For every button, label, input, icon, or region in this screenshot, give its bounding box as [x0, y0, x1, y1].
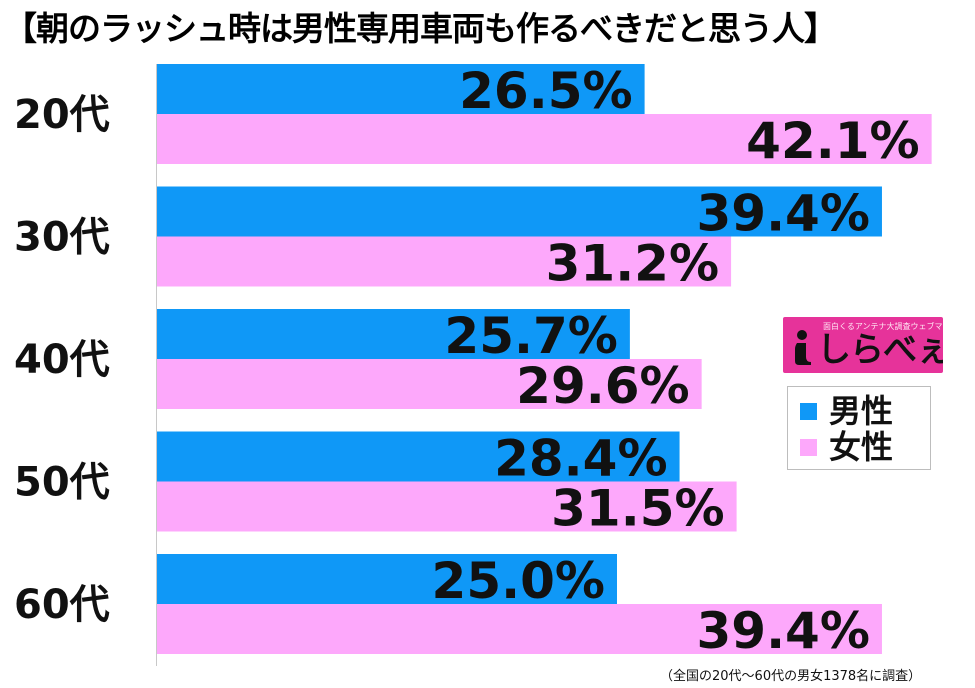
category-labels: 20代 30代 40代 50代 60代: [14, 92, 110, 628]
data-label: 42.1%: [746, 112, 919, 170]
logo-tagline: 面白くるアンテナ大調査ウェブマガジン: [823, 322, 943, 331]
legend-label-female: 女性: [829, 428, 894, 466]
data-label: 39.4%: [696, 185, 869, 243]
legend-item-female: 女性: [800, 429, 893, 465]
bar-female: [157, 604, 882, 654]
bar-female: [157, 114, 932, 164]
legend-label-male: 男性: [829, 392, 894, 430]
footnote: （全国の20代～60代の男女1378名に調査）: [660, 669, 922, 684]
data-label: 29.6%: [516, 357, 689, 415]
legend: 男性 女性: [787, 386, 931, 470]
data-label: 28.4%: [494, 430, 667, 488]
category-label: 20代: [14, 92, 110, 138]
legend-swatch-female: [800, 438, 817, 456]
chart-title: 【朝のラッシュ時は男性専用車両も作るべきだと思う人】: [4, 9, 837, 48]
bar-female: [157, 359, 702, 409]
bar-male: [157, 554, 617, 604]
value-labels: 26.5%42.1%39.4%31.2%25.7%29.6%28.4%31.5%…: [432, 62, 920, 660]
bar-male: [157, 64, 645, 114]
bar-male: [157, 431, 680, 482]
bars-layer: [157, 64, 932, 654]
info-i-icon: [795, 330, 811, 365]
category-label: 40代: [14, 337, 110, 383]
legend-swatch-male: [800, 402, 817, 420]
bar-female: [157, 236, 732, 287]
shirabee-logo: 面白くるアンテナ大調査ウェブマガジン しらべぇ: [783, 317, 943, 373]
bar-female: [157, 481, 737, 532]
data-label: 25.0%: [432, 552, 605, 610]
data-label: 25.7%: [444, 307, 617, 365]
data-label: 39.4%: [696, 602, 869, 660]
data-label: 31.2%: [546, 235, 719, 293]
data-label: 26.5%: [459, 62, 632, 120]
legend-item-male: 男性: [800, 393, 893, 429]
category-label: 50代: [14, 460, 110, 506]
category-label: 60代: [14, 582, 110, 628]
logo-wordmark: しらべぇ: [817, 330, 943, 370]
category-label: 30代: [14, 215, 110, 261]
data-label: 31.5%: [551, 480, 724, 538]
bar-male: [157, 186, 882, 237]
bar-male: [157, 309, 630, 359]
